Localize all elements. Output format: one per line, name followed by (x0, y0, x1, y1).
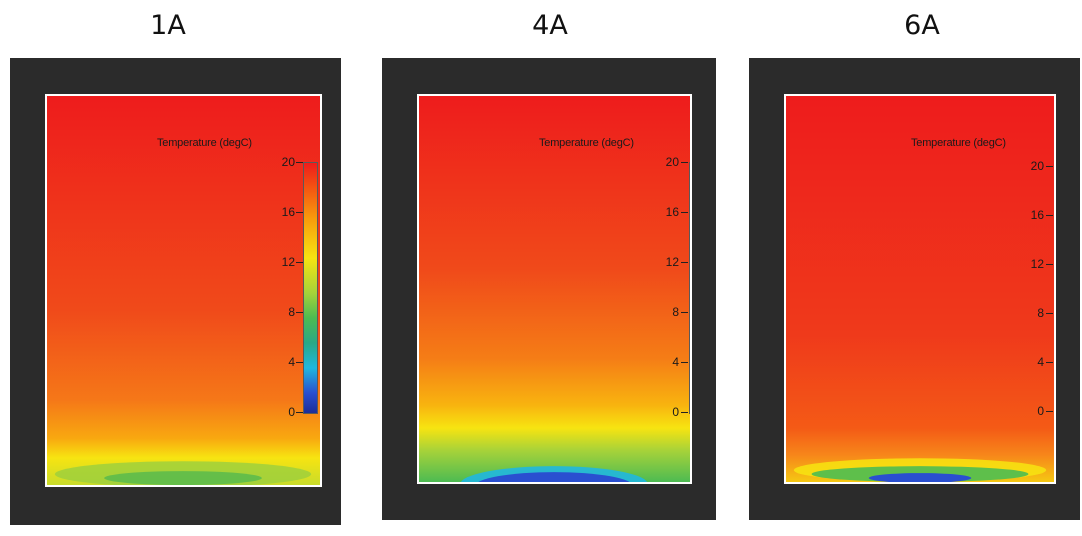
tick-label: 16 (281, 205, 295, 219)
tick-label: 16 (665, 205, 679, 219)
tick-mark (681, 312, 688, 313)
panel-title-4a: 4A (532, 10, 568, 41)
tick-mark (296, 362, 303, 363)
tick-label: 20 (281, 155, 295, 169)
tick-mark (1046, 264, 1053, 265)
tick-label: 0 (1037, 404, 1044, 418)
temperature-field-4a: Temperature (degC) 20 16 12 8 4 0 (417, 94, 692, 484)
legend-title: Temperature (degC) (911, 137, 1006, 149)
tick-label: 20 (665, 155, 679, 169)
plot-frame-1a: Temperature (degC) 20 16 12 8 4 0 (10, 58, 341, 525)
tick-label: 8 (1037, 306, 1044, 320)
plot-frame-4a: Temperature (degC) 20 16 12 8 4 0 (382, 58, 716, 520)
tick-mark (296, 312, 303, 313)
tick-mark (681, 362, 688, 363)
tick-mark (1046, 362, 1053, 363)
tick-label: 4 (288, 355, 295, 369)
panel-title-1a: 1A (150, 10, 186, 41)
tick-mark (296, 212, 303, 213)
tick-label: 4 (672, 355, 679, 369)
tick-mark (1046, 411, 1053, 412)
tick-mark (681, 262, 688, 263)
tick-label: 20 (1030, 159, 1044, 173)
tick-mark (1046, 215, 1053, 216)
tick-mark (1046, 166, 1053, 167)
tick-label: 12 (665, 255, 679, 269)
tick-mark (296, 262, 303, 263)
tick-label: 12 (281, 255, 295, 269)
tick-label: 16 (1030, 208, 1044, 222)
temperature-field-6a: Temperature (degC) 20 16 12 8 4 0 (784, 94, 1056, 484)
tick-mark (296, 412, 303, 413)
legend-title: Temperature (degC) (157, 137, 252, 149)
tick-mark (296, 162, 303, 163)
panel-title-6a: 6A (904, 10, 940, 41)
legend-title: Temperature (degC) (539, 137, 634, 149)
tick-mark (1046, 313, 1053, 314)
tick-label: 0 (672, 405, 679, 419)
tick-mark (681, 212, 688, 213)
colorbar (1054, 166, 1056, 414)
tick-label: 8 (288, 305, 295, 319)
colorbar (303, 162, 318, 414)
temperature-field-1a: Temperature (degC) 20 16 12 8 4 0 (45, 94, 322, 487)
tick-label: 0 (288, 405, 295, 419)
colorbar (689, 162, 690, 414)
tick-mark (681, 412, 688, 413)
tick-label: 4 (1037, 355, 1044, 369)
plot-frame-6a: Temperature (degC) 20 16 12 8 4 0 (749, 58, 1080, 520)
tick-label: 8 (672, 305, 679, 319)
tick-mark (681, 162, 688, 163)
tick-label: 12 (1030, 257, 1044, 271)
